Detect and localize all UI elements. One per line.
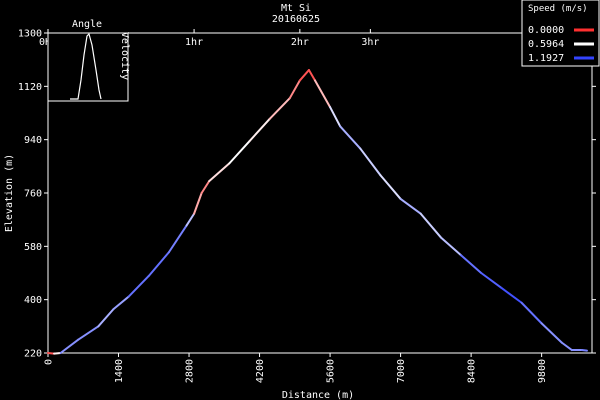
profile-segment	[147, 251, 170, 277]
profile-segment	[580, 349, 588, 352]
chart-subtitle: 20160625	[272, 14, 320, 25]
profile-segment	[167, 224, 188, 254]
profile-segment	[339, 125, 362, 150]
y-tick-label: 1300	[18, 29, 42, 40]
inset-frame	[47, 32, 129, 102]
profile-segment	[540, 322, 563, 344]
y-axis-label: Elevation (m)	[4, 154, 15, 232]
time-tick-label: 1hr	[185, 37, 203, 48]
y-axis-ticks: 220 400 580 760 940 1120 1300	[18, 29, 596, 360]
profile-segment	[193, 192, 203, 215]
profile-segment	[77, 325, 100, 341]
profile-segment	[313, 79, 332, 109]
legend-entry-label: 1.1927	[528, 53, 564, 64]
speed-legend: Speed (m/s) 0.0000 0.5964 1.1927	[521, 0, 600, 67]
profile-segment	[200, 180, 211, 194]
profile-segment	[228, 140, 251, 165]
time-tick-label: 3hr	[361, 37, 379, 48]
profile-segment	[97, 308, 115, 328]
y-tick-label: 220	[24, 349, 42, 360]
profile-segment	[307, 69, 316, 82]
profile-segment	[460, 254, 483, 274]
profile-segment	[112, 295, 130, 311]
y-tick-label: 580	[24, 242, 42, 253]
y-tick-label: 760	[24, 189, 42, 200]
profile-segment	[59, 338, 80, 354]
x-tick-label: 4200	[255, 359, 266, 383]
profile-segment	[208, 162, 231, 183]
x-axis-ticks: 0 1400 2800 4200 5600 7000 8400 9800	[44, 353, 548, 383]
elevation-profile-series	[47, 69, 588, 355]
inset-side-label: Velocity	[119, 32, 130, 80]
legend-box	[521, 0, 600, 67]
x-tick-label: 7000	[396, 359, 407, 383]
legend-entry-label: 0.0000	[528, 25, 564, 36]
x-tick-label: 8400	[467, 359, 478, 383]
profile-segment	[127, 274, 150, 298]
legend-entry-label: 0.5964	[528, 39, 564, 50]
inset-distribution-curve	[70, 32, 102, 100]
profile-segment	[379, 174, 402, 200]
y-tick-label: 940	[24, 135, 42, 146]
profile-segment	[53, 352, 62, 355]
time-tick-label: 2hr	[291, 37, 309, 48]
profile-segment	[329, 106, 342, 128]
profile-segment	[268, 97, 291, 120]
y-tick-label: 400	[24, 295, 42, 306]
chart-title: Mt Si	[281, 3, 311, 14]
profile-segment	[480, 272, 503, 289]
legend-title: Speed (m/s)	[528, 4, 588, 14]
angle-velocity-inset: Angle Velocity	[47, 19, 130, 102]
profile-segment	[288, 79, 301, 100]
x-tick-label: 1400	[114, 359, 125, 383]
profile-segment	[520, 301, 543, 325]
profile-segment	[500, 286, 523, 304]
profile-segment	[560, 341, 573, 352]
x-axis-label: Distance (m)	[282, 390, 354, 400]
profile-segment	[399, 197, 422, 215]
inset-title: Angle	[72, 19, 102, 30]
profile-segment	[248, 117, 271, 143]
x-tick-label: 9800	[537, 359, 548, 383]
profile-segment	[47, 352, 56, 355]
y-tick-label: 1120	[18, 82, 42, 93]
profile-segment	[185, 212, 196, 227]
profile-segment	[359, 147, 382, 177]
plot-frame	[47, 32, 593, 354]
x-tick-label: 5600	[326, 359, 337, 383]
x-tick-label: 0	[44, 359, 55, 365]
profile-segment	[419, 212, 442, 239]
x-tick-label: 2800	[185, 359, 196, 383]
profile-segment	[439, 236, 463, 257]
profile-segment	[298, 69, 310, 82]
